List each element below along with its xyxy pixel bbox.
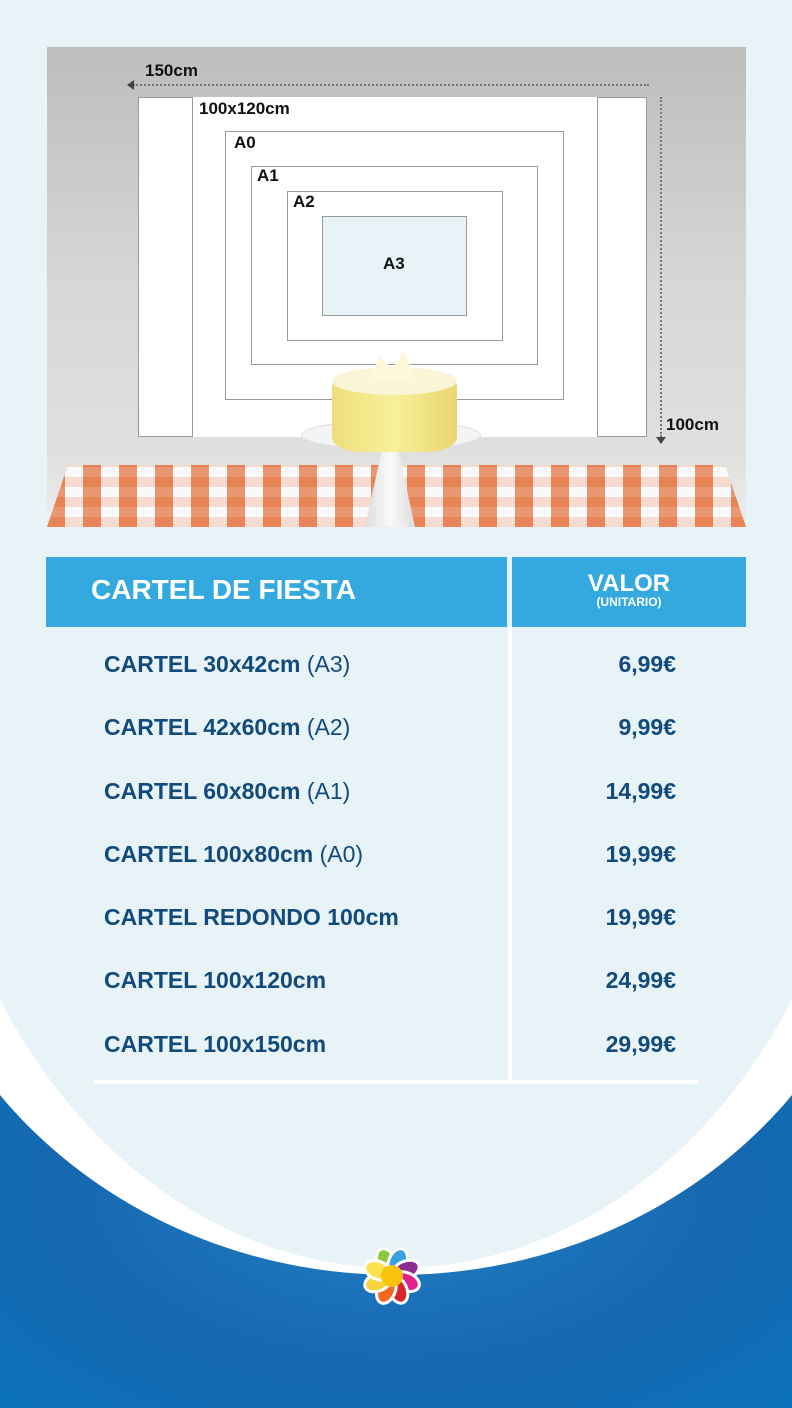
- header-value-label: VALOR: [587, 570, 671, 597]
- row-price: 14,99€: [605, 778, 676, 804]
- flower-logo-icon: [363, 1247, 421, 1305]
- row-name: CARTEL 60x80cm: [104, 778, 301, 804]
- header-value: VALOR (UNITARIO): [512, 557, 746, 627]
- row-name: CARTEL 42x60cm: [104, 714, 301, 740]
- row-name: CARTEL 100x150cm: [104, 1031, 327, 1057]
- row-price: 19,99€: [605, 841, 676, 867]
- row-price: 9,99€: [618, 714, 676, 740]
- column-divider: [508, 627, 512, 1082]
- table-row: CARTEL 100x150cm 29,99€: [104, 1031, 676, 1071]
- height-label: 100cm: [666, 415, 719, 434]
- width-arrow-line: [133, 84, 649, 86]
- height-arrow-line: [660, 97, 662, 437]
- size-comparison-photo: 150cm 100cm 100x120cm A0 A1 A2 A3: [47, 47, 746, 527]
- header-product: CARTEL DE FIESTA: [46, 557, 507, 627]
- row-size: (A0): [319, 841, 364, 867]
- row-name: CARTEL 100x80cm: [104, 841, 314, 867]
- arrow-down-icon: [656, 437, 666, 444]
- row-price: 19,99€: [605, 904, 676, 930]
- table-row: CARTEL REDONDO 100cm 19,99€: [104, 904, 676, 944]
- label-a2: A2: [293, 192, 315, 211]
- width-label: 150cm: [145, 61, 198, 80]
- table-row: CARTEL 100x80cm (A0) 19,99€: [104, 841, 676, 881]
- row-name: CARTEL 100x120cm: [104, 967, 327, 993]
- footer-wave: [0, 900, 792, 1408]
- row-price: 6,99€: [618, 651, 676, 677]
- row-price: 29,99€: [605, 1031, 676, 1057]
- header-value-sub: (UNITARIO): [596, 595, 662, 609]
- table-row: CARTEL 42x60cm (A2) 9,99€: [104, 714, 676, 754]
- row-name: CARTEL 30x42cm: [104, 651, 301, 677]
- row-name: CARTEL REDONDO 100cm: [104, 904, 399, 930]
- label-100x120: 100x120cm: [199, 99, 290, 118]
- size-rect-a3: [322, 216, 467, 316]
- label-a1: A1: [257, 166, 279, 185]
- row-size: (A3): [306, 651, 351, 677]
- label-a3: A3: [383, 254, 405, 273]
- label-a0: A0: [234, 133, 256, 152]
- table-row: CARTEL 100x120cm 24,99€: [104, 967, 676, 1007]
- table-row: CARTEL 60x80cm (A1) 14,99€: [104, 778, 676, 818]
- table-row: CARTEL 30x42cm (A3) 6,99€: [104, 651, 676, 691]
- row-size: (A2): [306, 714, 351, 740]
- arrow-left-icon: [127, 80, 134, 90]
- row-price: 24,99€: [605, 967, 676, 993]
- table-bottom-line: [94, 1080, 698, 1084]
- row-size: (A1): [306, 778, 351, 804]
